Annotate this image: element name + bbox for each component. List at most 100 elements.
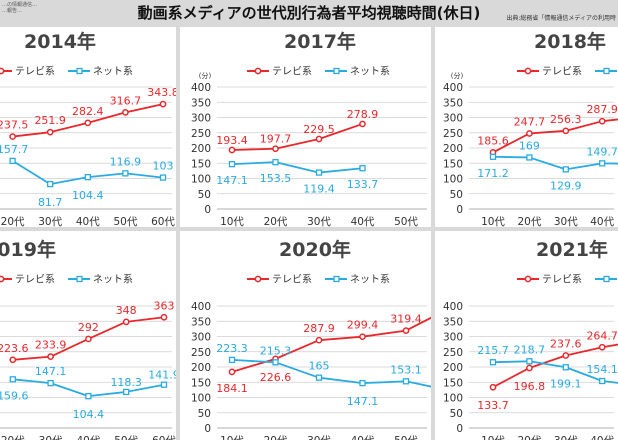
data-label-tv: 287.9 <box>303 322 335 335</box>
y-tick-label: 150 <box>191 158 211 170</box>
data-label-net: 153.5 <box>260 172 292 185</box>
data-label-tv: 256.3 <box>550 113 582 126</box>
data-label-net: 129.9 <box>550 179 582 192</box>
data-label-tv: 247.7 <box>514 115 546 128</box>
legend-tv-label: テレビ系 <box>542 274 582 286</box>
x-tick-label: 50代 <box>113 216 137 227</box>
x-tick-label: 40代 <box>590 216 614 227</box>
data-label-tv: 299.4 <box>347 319 379 332</box>
data-label-net: 104.4 <box>72 189 104 202</box>
data-label-net: 116.9 <box>110 155 142 168</box>
data-point-tv <box>562 127 570 135</box>
source-note-left-line-1: …の情報通信… <box>2 2 38 8</box>
y-tick-label: 50 <box>198 408 211 420</box>
x-tick-label: 20代 <box>264 216 288 227</box>
data-label-net: 171.2 <box>477 167 509 180</box>
data-point-net <box>85 393 92 400</box>
legend-tv-label: テレビ系 <box>15 66 55 78</box>
data-point-tv <box>122 109 129 116</box>
data-label-tv: 237.5 <box>0 119 28 132</box>
data-label-net: 154.1 <box>586 363 618 376</box>
y-tick-label: 300 <box>191 113 211 125</box>
x-tick-label: 20代 <box>1 435 25 440</box>
series-segment-tv <box>12 131 51 138</box>
series-segment-net <box>231 358 276 364</box>
data-point-net <box>272 159 279 166</box>
data-point-tv <box>159 100 167 108</box>
y-tick-label: 100 <box>443 174 463 186</box>
panel-title: 2018年 <box>534 30 606 53</box>
series-segment-tv <box>529 129 566 135</box>
y-tick-label: 50 <box>450 408 463 420</box>
series-segment-tv <box>87 111 126 124</box>
data-label-net: 147.1 <box>347 395 379 408</box>
legend-net-marker <box>603 67 610 75</box>
x-tick-label: 10代 <box>220 216 244 227</box>
series-segment-tv <box>318 123 363 140</box>
data-point-net <box>562 364 569 371</box>
x-tick-label: 30代 <box>307 435 331 440</box>
series-segment-net <box>12 378 51 385</box>
y-tick-label: 150 <box>443 158 463 170</box>
series-segment-tv <box>49 121 89 134</box>
data-label-tv: 292 <box>78 321 99 334</box>
y-tick-label: 250 <box>443 347 463 359</box>
series-segment-net <box>318 376 363 385</box>
data-label-net: 103 <box>153 160 174 173</box>
page-title: 動画系メディアの世代別行為者平均視聴時間(休日) <box>137 4 481 22</box>
data-label-tv: 237.6 <box>550 338 582 351</box>
series-segment-tv <box>362 329 407 338</box>
series-segment-net <box>125 172 164 179</box>
data-label-tv: 184.1 <box>216 382 248 395</box>
y-tick-label: 250 <box>191 128 211 140</box>
data-label-net: 153.1 <box>390 363 422 376</box>
y-tick-label: 300 <box>443 113 463 125</box>
series-segment-net <box>492 360 530 364</box>
x-tick-label: 30代 <box>39 435 63 440</box>
data-point-net <box>84 174 91 181</box>
data-point-tv <box>9 133 16 140</box>
legend-tv-marker <box>524 275 532 283</box>
x-tick-label: 30代 <box>554 435 578 440</box>
y-tick-label: 0 <box>456 204 463 216</box>
data-point-net <box>228 160 236 168</box>
x-tick-label: 10代 <box>481 216 505 227</box>
series-segment-tv <box>602 343 618 349</box>
data-point-tv <box>315 135 323 143</box>
legend-tv-marker <box>254 67 262 75</box>
data-point-tv <box>122 318 130 326</box>
data-point-tv <box>47 353 54 361</box>
legend-net-marker <box>603 275 610 283</box>
data-point-net <box>599 160 606 167</box>
series-segment-net <box>275 361 320 379</box>
y-tick-label: 250 <box>443 128 463 140</box>
data-label-tv: 282.4 <box>72 105 104 118</box>
data-point-net <box>47 180 54 188</box>
legend-tv-label: テレビ系 <box>542 66 582 78</box>
x-tick-label: 40代 <box>590 435 614 440</box>
y-tick-label: 200 <box>443 362 463 374</box>
series-segment-net <box>50 176 88 185</box>
data-point-net <box>526 154 533 161</box>
y-unit-label: (分) <box>199 71 212 80</box>
data-point-net <box>9 157 16 165</box>
data-point-tv <box>359 120 366 128</box>
data-label-net: 223.3 <box>216 342 248 355</box>
y-unit-label: (分) <box>451 71 464 80</box>
series-segment-net <box>405 380 431 388</box>
series-segment-net <box>602 162 618 165</box>
y-tick-label: 400 <box>191 82 211 94</box>
legend-net-label: ネット系 <box>93 274 133 286</box>
data-label-tv: 319.4 <box>390 313 422 326</box>
legend-tv-marker <box>254 275 262 283</box>
x-tick-label: 40代 <box>76 435 100 440</box>
data-label-net: 157.7 <box>0 143 28 156</box>
data-label-tv: 197.7 <box>260 133 292 146</box>
series-segment-tv <box>565 346 603 357</box>
y-tick-label: 150 <box>443 377 463 389</box>
legend-net-marker <box>333 67 340 75</box>
data-point-net <box>228 356 236 364</box>
data-label-net: 215.3 <box>260 344 292 357</box>
source-note-right: 出典:総務省「情報通信メディアの利用時 <box>506 15 616 22</box>
